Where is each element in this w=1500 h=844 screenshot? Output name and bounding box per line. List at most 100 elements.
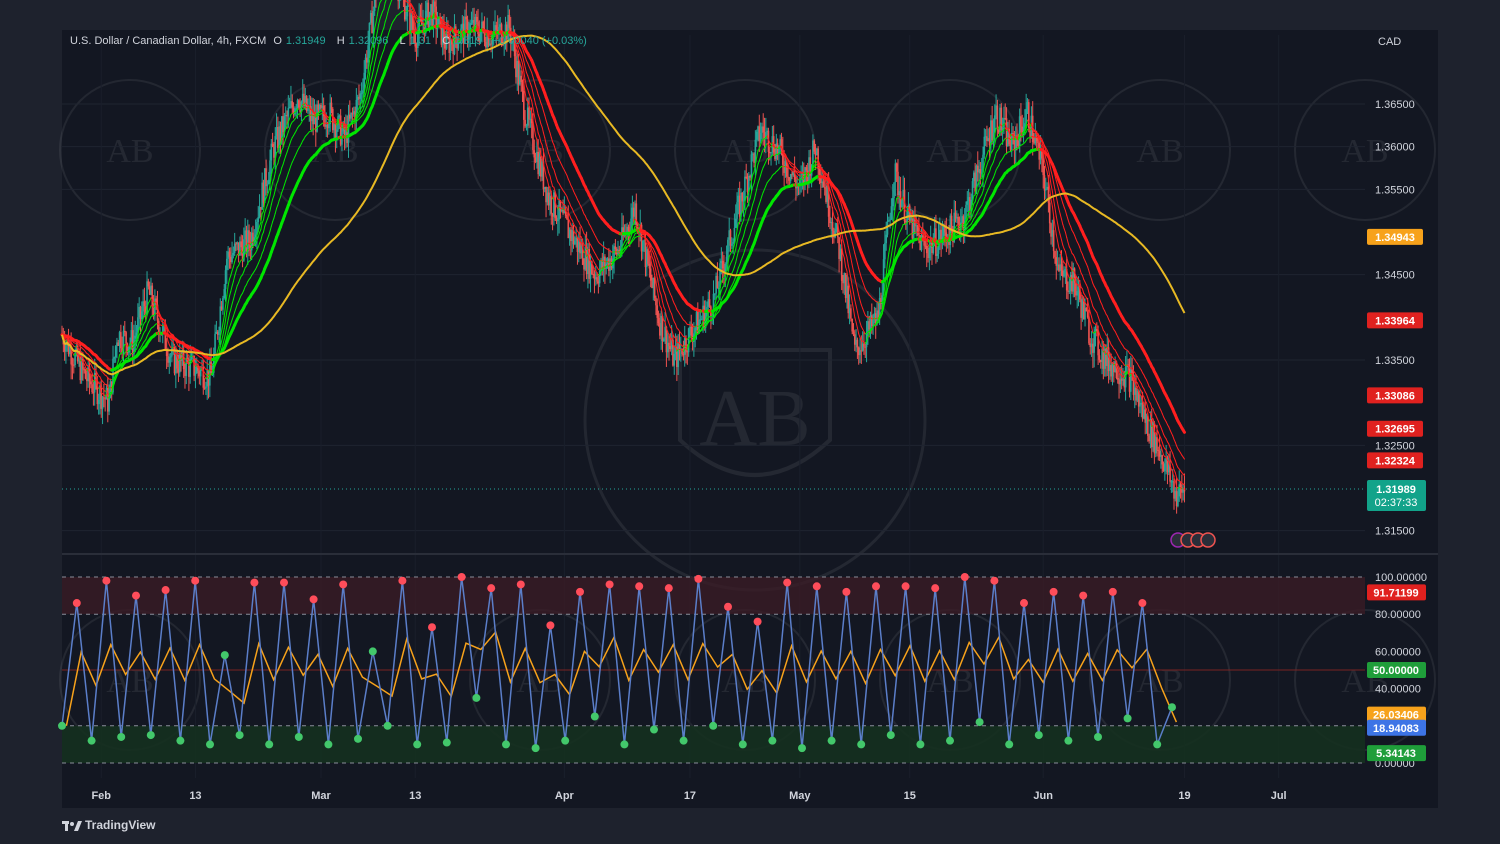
ema-ribbon-line <box>368 93 372 99</box>
ema-ribbon-line <box>376 65 380 72</box>
candle-body <box>882 259 885 296</box>
candle-body <box>672 339 674 366</box>
ema-ribbon-line <box>553 144 556 150</box>
ema-ribbon-line <box>578 201 581 206</box>
ema-ribbon-line <box>630 225 633 232</box>
ema-ribbon-line <box>375 14 378 23</box>
ema-ribbon-line <box>374 38 377 46</box>
ema-ribbon-line <box>650 258 653 266</box>
ema-ribbon-line <box>575 233 578 239</box>
ema-ribbon-line <box>732 279 735 284</box>
ema-ribbon-line <box>385 36 389 42</box>
ema-ribbon-line <box>749 180 752 189</box>
ema-ribbon-line <box>719 290 722 297</box>
ema-ribbon-line <box>531 86 534 94</box>
candle-body <box>444 43 447 49</box>
ema-ribbon-line <box>663 290 666 296</box>
ema-ribbon-line <box>282 142 285 148</box>
ema-ribbon-line <box>599 270 602 275</box>
candle-body <box>185 357 188 376</box>
candle-body <box>686 351 689 353</box>
ema-ribbon-line <box>268 230 271 237</box>
ema-ribbon-line <box>286 172 289 178</box>
candle-body <box>109 381 112 398</box>
candle-body <box>349 114 351 119</box>
ema-ribbon-line <box>841 218 844 226</box>
ema-ribbon-line <box>752 199 755 205</box>
ema-ribbon-line <box>255 249 258 254</box>
ema-ribbon-line <box>264 197 267 203</box>
candle-body <box>1179 484 1182 488</box>
candle-body <box>155 298 157 305</box>
candle-body <box>780 139 783 150</box>
ema-ribbon-line <box>545 175 548 181</box>
candle-body <box>1144 409 1147 423</box>
ema-ribbon-line <box>744 196 747 203</box>
ema-ribbon-line <box>1152 425 1155 433</box>
ema-ribbon-line <box>731 257 734 262</box>
candle-body <box>978 169 980 173</box>
ema-ribbon-line <box>232 293 236 301</box>
candle-body <box>576 237 579 252</box>
ema-ribbon-line <box>1143 388 1146 393</box>
ema-ribbon-line <box>846 221 849 228</box>
ema-ribbon-line <box>1091 316 1094 323</box>
candle-body <box>541 161 543 177</box>
ema-ribbon-line <box>567 178 571 183</box>
ema-ribbon-line <box>1089 321 1093 328</box>
ema-ribbon-line <box>784 156 788 162</box>
ema-ribbon-line <box>238 251 241 256</box>
candle-body <box>240 241 243 248</box>
ema-ribbon-line <box>272 178 275 183</box>
ema-ribbon-line <box>584 244 588 250</box>
candle-body <box>987 138 990 141</box>
candle-body <box>333 124 335 131</box>
ema-ribbon-line <box>667 286 670 292</box>
ema-ribbon-line <box>234 307 237 313</box>
ema-ribbon-line <box>578 221 581 226</box>
ema-ribbon-line <box>414 24 418 31</box>
candle-body <box>1005 118 1008 146</box>
candle-body <box>741 192 744 202</box>
ema-ribbon-line <box>362 99 365 106</box>
candle-body <box>1067 290 1069 292</box>
candle-body <box>851 318 853 332</box>
ema-ribbon-line <box>838 220 841 226</box>
candle-body <box>895 163 898 172</box>
ema-ribbon-line <box>116 372 119 377</box>
candle-body <box>796 184 799 189</box>
candle-body <box>793 171 796 180</box>
ema-ribbon-line <box>387 7 390 14</box>
ema-ribbon-line <box>208 374 211 380</box>
candle-body <box>233 243 236 253</box>
ema-ribbon-line <box>286 131 289 137</box>
candle-body <box>261 182 263 210</box>
candle-body <box>986 136 988 141</box>
ema-ribbon-line <box>894 197 898 207</box>
candle-body <box>536 151 538 163</box>
candle-body <box>202 367 205 388</box>
candle-body <box>324 116 326 127</box>
candle-body <box>669 345 672 350</box>
candle-body <box>915 225 918 227</box>
ema-ribbon-line <box>672 333 675 338</box>
ema-ribbon-line <box>1058 229 1061 236</box>
candle-body <box>587 249 589 275</box>
candle-body <box>451 39 453 45</box>
candle-body <box>269 160 271 180</box>
ema-ribbon-line <box>786 160 789 166</box>
ema-ribbon-line <box>811 168 814 173</box>
ema-ribbon-line <box>860 277 864 282</box>
candle-body <box>246 230 249 252</box>
candle-body <box>766 130 768 133</box>
ema-ribbon-line <box>219 330 223 338</box>
candle-body <box>1061 270 1064 277</box>
ema-ribbon-line <box>888 245 891 254</box>
candle-body <box>924 245 927 247</box>
ema-ribbon-line <box>540 102 543 107</box>
candle-body <box>260 207 262 210</box>
candle-body <box>974 172 976 192</box>
candle-body <box>290 101 292 107</box>
candle-body <box>1046 186 1048 189</box>
